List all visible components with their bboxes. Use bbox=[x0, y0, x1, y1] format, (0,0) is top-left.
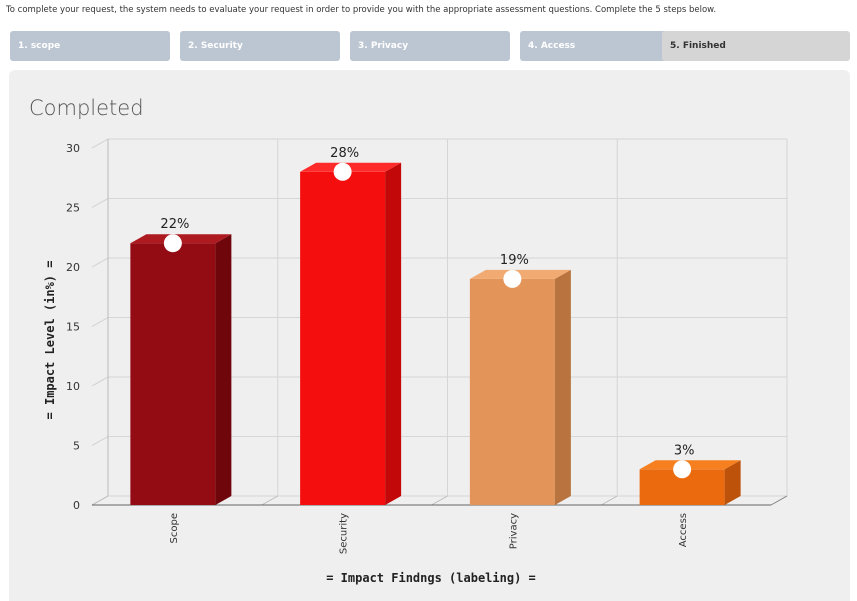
floor-line bbox=[261, 495, 278, 506]
step-finished[interactable]: 5. Finished bbox=[662, 31, 850, 61]
gridline-diag bbox=[91, 198, 109, 208]
x-axis-depth-line bbox=[770, 495, 788, 506]
data-marker bbox=[163, 234, 182, 253]
y-tick-label: 25 bbox=[66, 202, 80, 215]
y-tick-label: 0 bbox=[73, 499, 80, 512]
x-tick-label: Privacy bbox=[508, 513, 519, 549]
x-tick-label: Access bbox=[678, 513, 689, 547]
y-tick-label: 15 bbox=[66, 321, 80, 334]
gridline-diag bbox=[91, 138, 109, 149]
gridline-diag bbox=[91, 317, 109, 327]
step-privacy[interactable]: 3. Privacy bbox=[350, 31, 510, 61]
chart-panel: Completed 0 5 10 15 20 25 30 22% Scope 28% Securit… bbox=[9, 70, 850, 601]
bar-security bbox=[300, 171, 386, 506]
floor-line bbox=[91, 495, 109, 506]
data-label: 22% bbox=[160, 217, 189, 232]
gridline-diag bbox=[91, 376, 109, 387]
bar-side bbox=[724, 460, 741, 505]
bar-privacy bbox=[469, 278, 555, 505]
y-tick-label: 10 bbox=[66, 380, 80, 393]
bar-top bbox=[130, 234, 232, 244]
step-scope[interactable]: 1. scope bbox=[10, 31, 170, 61]
gridline-diag bbox=[91, 436, 109, 446]
bar-side bbox=[215, 234, 232, 505]
chart-bars bbox=[130, 162, 741, 506]
data-label: 3% bbox=[674, 443, 695, 458]
data-label: 19% bbox=[500, 253, 529, 268]
data-marker bbox=[673, 460, 692, 479]
y-tick-label: 5 bbox=[73, 440, 80, 453]
x-axis-title: = Impact Findngs (labeling) = bbox=[326, 571, 536, 585]
bar-top bbox=[300, 162, 402, 172]
y-tick-label: 20 bbox=[66, 261, 80, 274]
data-marker bbox=[333, 162, 352, 181]
bar-side bbox=[554, 269, 571, 505]
chart-title: Completed bbox=[29, 96, 144, 120]
step-security[interactable]: 2. Security bbox=[180, 31, 340, 61]
bar-top bbox=[639, 460, 741, 470]
x-tick-label: Scope bbox=[169, 513, 180, 543]
data-marker bbox=[503, 269, 522, 288]
x-tick-label: Security bbox=[339, 513, 350, 554]
floor-line bbox=[601, 495, 618, 506]
floor-line bbox=[431, 495, 448, 506]
bar-side bbox=[385, 162, 402, 506]
step-access[interactable]: 4. Access bbox=[520, 31, 680, 61]
bar-top bbox=[469, 269, 571, 279]
gridline-diag bbox=[91, 257, 109, 268]
y-tick-label: 30 bbox=[66, 142, 80, 155]
data-label: 28% bbox=[330, 146, 359, 161]
bar-chart: 0 5 10 15 20 25 30 22% Scope 28% Security 19% Privac… bbox=[43, 138, 788, 585]
y-axis-title: = Impact Level (in%) = bbox=[43, 261, 57, 420]
chart-labels: 0 5 10 15 20 25 30 22% Scope 28% Security 19% Privac… bbox=[66, 142, 694, 554]
intro-text: To complete your request, the system nee… bbox=[6, 5, 717, 15]
step-tabs: 1. scope 2. Security 3. Privacy 4. Acces… bbox=[10, 31, 850, 61]
bar-scope bbox=[130, 243, 216, 505]
